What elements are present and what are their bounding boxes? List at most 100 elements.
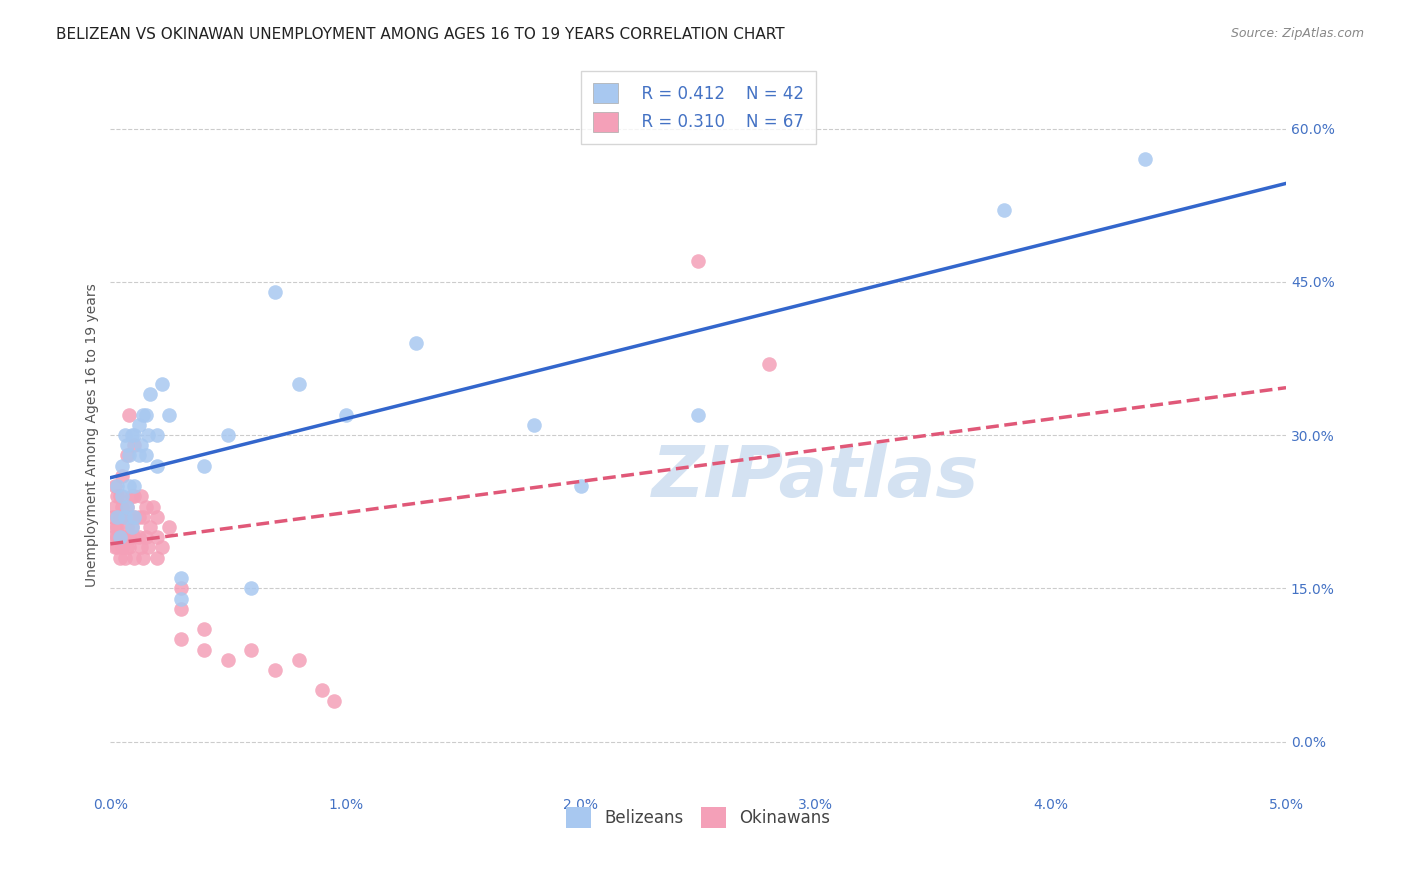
Point: [128, 530, 150, 544]
Point: [118, 509, 141, 524]
Point: [157, 408, 180, 422]
Point: [107, 489, 129, 503]
Point: [170, 571, 193, 585]
Point: [101, 509, 124, 524]
Point: [170, 632, 193, 647]
Point: [115, 449, 138, 463]
Point: [758, 357, 780, 371]
Point: [135, 530, 157, 544]
Point: [108, 530, 131, 544]
Point: [101, 530, 124, 544]
Point: [114, 509, 136, 524]
Point: [311, 683, 333, 698]
Point: [121, 489, 143, 503]
Point: [129, 541, 152, 555]
Point: [128, 417, 150, 432]
Point: [121, 520, 143, 534]
Point: [122, 438, 145, 452]
Point: [146, 509, 169, 524]
Point: [170, 582, 193, 596]
Point: [129, 438, 152, 452]
Point: [114, 530, 136, 544]
Point: [121, 520, 143, 534]
Point: [121, 428, 143, 442]
Point: [217, 653, 239, 667]
Point: [139, 520, 162, 534]
Point: [136, 541, 159, 555]
Point: [111, 489, 134, 503]
Point: [111, 530, 134, 544]
Point: [111, 509, 134, 524]
Point: [193, 458, 215, 473]
Point: [132, 550, 155, 565]
Point: [217, 428, 239, 442]
Point: [108, 489, 131, 503]
Point: [240, 642, 263, 657]
Point: [114, 550, 136, 565]
Point: [170, 591, 193, 606]
Point: [132, 408, 155, 422]
Point: [264, 663, 287, 677]
Point: [142, 500, 165, 514]
Point: [139, 387, 162, 401]
Point: [132, 509, 155, 524]
Point: [128, 509, 150, 524]
Point: [135, 500, 157, 514]
Point: [111, 541, 134, 555]
Point: [122, 550, 145, 565]
Point: [111, 500, 134, 514]
Point: [193, 622, 215, 636]
Y-axis label: Unemployment Among Ages 16 to 19 years: Unemployment Among Ages 16 to 19 years: [86, 283, 100, 587]
Point: [157, 520, 180, 534]
Point: [122, 530, 145, 544]
Point: [146, 428, 169, 442]
Text: BELIZEAN VS OKINAWAN UNEMPLOYMENT AMONG AGES 16 TO 19 YEARS CORRELATION CHART: BELIZEAN VS OKINAWAN UNEMPLOYMENT AMONG …: [56, 27, 785, 42]
Point: [322, 694, 344, 708]
Point: [146, 458, 169, 473]
Point: [107, 530, 129, 544]
Point: [114, 428, 136, 442]
Point: [107, 509, 129, 524]
Text: Source: ZipAtlas.com: Source: ZipAtlas.com: [1230, 27, 1364, 40]
Point: [115, 520, 138, 534]
Point: [104, 520, 127, 534]
Point: [104, 479, 127, 493]
Point: [118, 530, 141, 544]
Point: [569, 479, 592, 493]
Point: [264, 285, 287, 299]
Point: [114, 509, 136, 524]
Legend: Belizeans, Okinawans: Belizeans, Okinawans: [560, 801, 837, 834]
Point: [146, 530, 169, 544]
Point: [122, 509, 145, 524]
Point: [111, 458, 134, 473]
Point: [115, 438, 138, 452]
Point: [115, 541, 138, 555]
Point: [136, 428, 159, 442]
Point: [993, 203, 1015, 218]
Point: [122, 479, 145, 493]
Point: [107, 541, 129, 555]
Point: [287, 376, 309, 391]
Point: [115, 500, 138, 514]
Point: [240, 582, 263, 596]
Text: ZIPatlas: ZIPatlas: [652, 443, 980, 513]
Point: [129, 489, 152, 503]
Point: [287, 653, 309, 667]
Point: [1133, 152, 1156, 166]
Point: [170, 601, 193, 615]
Point: [118, 541, 141, 555]
Point: [108, 550, 131, 565]
Point: [108, 530, 131, 544]
Point: [150, 376, 173, 391]
Point: [107, 509, 129, 524]
Point: [122, 428, 145, 442]
Point: [107, 520, 129, 534]
Point: [118, 408, 141, 422]
Point: [688, 408, 710, 422]
Point: [111, 469, 134, 483]
Point: [146, 550, 169, 565]
Point: [122, 509, 145, 524]
Point: [688, 254, 710, 268]
Point: [115, 500, 138, 514]
Point: [150, 541, 173, 555]
